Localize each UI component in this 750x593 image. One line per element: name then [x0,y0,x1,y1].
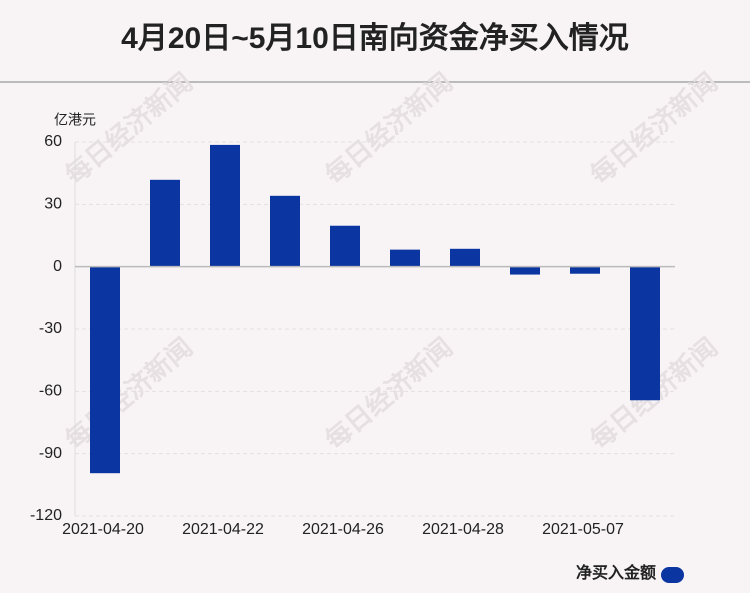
x-tick-label: 2021-04-20 [62,521,144,538]
legend-label: 净买入金额 [576,563,656,582]
y-tick-label: -120 [30,507,62,524]
y-tick-label: -30 [39,320,62,337]
x-tick-label: 2021-04-26 [302,521,384,538]
x-tick-label: 2021-04-28 [422,521,504,538]
bar [630,266,660,401]
chart-title: 4月20日~5月10日南向资金净买入情况 [121,21,629,55]
y-tick-label: 30 [44,196,62,213]
y-tick-label: 60 [44,133,62,150]
y-tick-label: -60 [39,383,62,400]
bar [150,179,180,267]
y-tick-label: 0 [53,258,62,275]
x-tick-label: 2021-04-22 [182,521,264,538]
bar [270,195,300,267]
bar [510,266,540,275]
bar [390,249,420,267]
legend-swatch [661,567,684,583]
bar [570,266,600,274]
y-axis-label: 亿港元 [54,112,96,128]
bar [90,266,120,474]
bar [330,225,360,267]
y-tick-label: -90 [39,445,62,462]
bar [450,248,480,267]
bar [210,144,240,267]
x-tick-label: 2021-05-07 [542,521,624,538]
